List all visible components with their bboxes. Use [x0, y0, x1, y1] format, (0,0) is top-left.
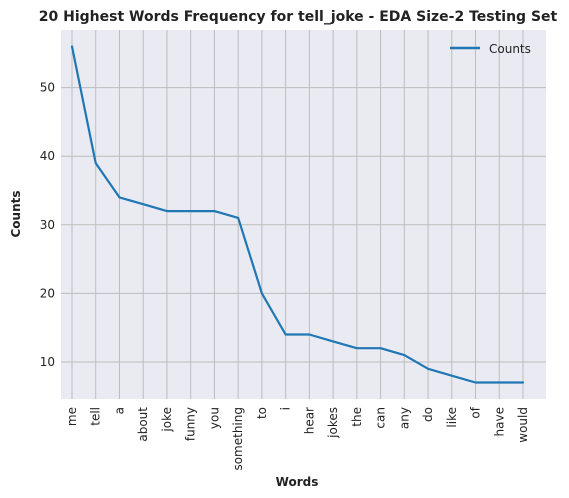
plot-area — [61, 30, 546, 399]
x-tick-label: do — [421, 407, 435, 422]
x-tick-label: about — [136, 407, 150, 442]
grid-lines — [61, 30, 546, 399]
x-tick-label: something — [231, 407, 245, 471]
x-tick-label: can — [374, 407, 388, 429]
x-tick-label: i — [279, 407, 293, 410]
x-tick-label: the — [350, 407, 364, 427]
y-tick-label: 30 — [40, 218, 55, 232]
x-tick-label: of — [469, 406, 483, 418]
x-axis: me tell a about joke funny you something to i hear… — [65, 406, 530, 470]
x-tick-label: funny — [184, 407, 198, 441]
x-tick-label: me — [65, 407, 79, 426]
x-tick-label: you — [207, 407, 221, 429]
y-tick-label: 50 — [40, 81, 55, 95]
x-tick-label: a — [112, 407, 126, 414]
y-tick-label: 10 — [40, 355, 55, 369]
x-tick-label: any — [397, 407, 411, 429]
y-tick-label: 20 — [40, 286, 55, 300]
x-tick-label: joke — [160, 407, 174, 433]
x-tick-label: like — [445, 407, 459, 428]
legend: Counts — [450, 42, 531, 56]
series-line-counts — [70, 45, 525, 384]
x-tick-label: would — [516, 407, 530, 443]
x-tick-label: have — [492, 407, 506, 436]
x-tick-label: to — [255, 407, 269, 419]
x-tick-label: tell — [89, 407, 103, 426]
x-tick-label: jokes — [326, 407, 340, 439]
y-axis: 10 20 30 40 50 — [40, 81, 55, 369]
legend-label: Counts — [489, 42, 531, 56]
x-tick-label: hear — [302, 407, 316, 434]
chart-title: 20 Highest Words Frequency for tell_joke… — [39, 9, 558, 25]
y-axis-label: Counts — [9, 190, 23, 237]
x-axis-label: Words — [276, 475, 319, 489]
y-tick-label: 40 — [40, 149, 55, 163]
